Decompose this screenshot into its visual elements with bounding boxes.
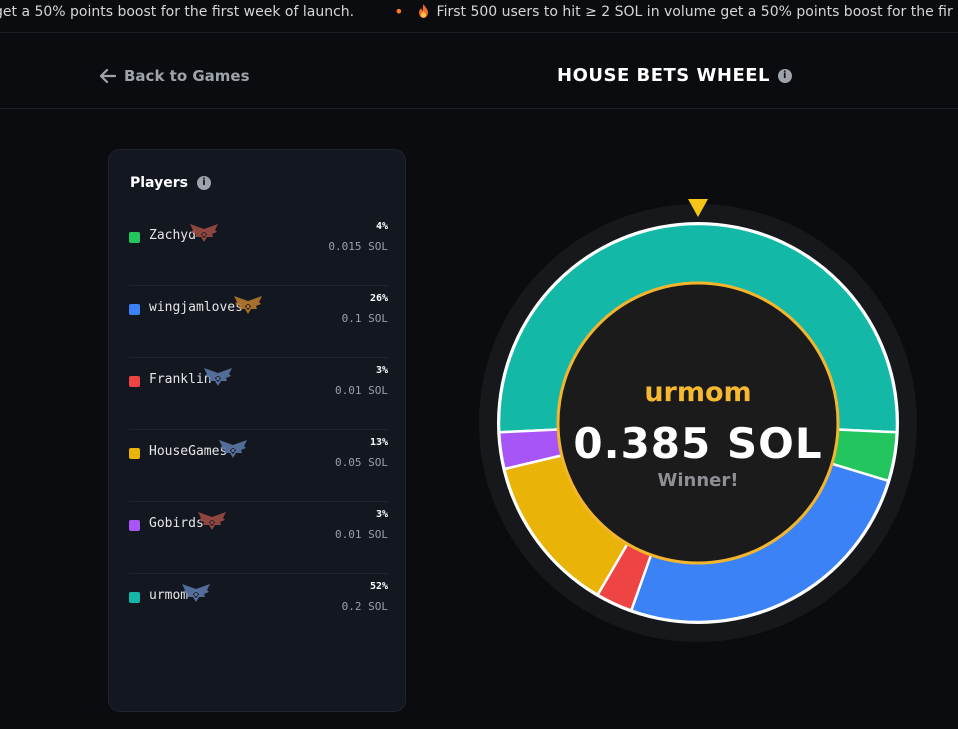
bullet-icon: • [394, 2, 404, 21]
player-bet-amount: 0.01 SOL [335, 528, 388, 541]
player-row: wingjamloves 26% 0.1 SOL [129, 286, 388, 358]
info-icon[interactable]: i [778, 68, 793, 83]
player-name[interactable]: Franklin [149, 372, 212, 387]
player-win-chance: 52% [369, 581, 388, 592]
player-bet-amount: 0.2 SOL [341, 600, 388, 613]
player-color-swatch [129, 520, 140, 531]
ticker-item: get a 50% points boost for the first wee… [0, 4, 355, 20]
player-bet-amount: 0.05 SOL [335, 456, 388, 469]
player-row: Zachyd 4% 0.015 SOL [129, 214, 388, 286]
back-to-games-link[interactable]: Back to Games [100, 67, 250, 85]
player-win-chance: 13% [369, 437, 388, 448]
arrow-left-icon [100, 69, 116, 83]
player-name[interactable]: Gobirds [149, 516, 204, 531]
silver-wings-rank-icon [182, 584, 210, 602]
player-name[interactable]: Zachyd [149, 228, 196, 243]
player-bet-amount: 0.01 SOL [335, 384, 388, 397]
player-color-swatch [129, 232, 140, 243]
wheel-graphic [479, 199, 917, 642]
player-name[interactable]: wingjamloves [149, 300, 243, 315]
info-icon[interactable]: i [196, 176, 211, 190]
page-header: Back to Games HOUSE BETS WHEEL i [0, 33, 958, 109]
player-name[interactable]: HouseGames [149, 444, 228, 459]
bronze-wings-rank-icon [190, 224, 218, 242]
ticker-item: First 500 users to hit ≥ 2 SOL in volume… [436, 4, 953, 20]
player-win-chance: 3% [375, 509, 388, 520]
winner-name: urmom [644, 377, 752, 408]
player-name[interactable]: urmom [149, 588, 189, 603]
fire-icon [418, 0, 429, 24]
back-link-label: Back to Games [124, 67, 250, 85]
pot-amount: 0.385 SOL [573, 419, 823, 468]
player-color-swatch [129, 304, 140, 315]
page-title: HOUSE BETS WHEEL i [557, 65, 793, 86]
player-win-chance: 3% [375, 365, 388, 376]
wheel-center [556, 281, 840, 565]
player-row: HouseGames 13% 0.05 SOL [129, 430, 388, 502]
player-bet-amount: 0.015 SOL [328, 240, 388, 253]
players-title-text: Players [130, 175, 188, 191]
gold-wings-rank-icon [234, 296, 262, 314]
silver-wings-rank-icon [219, 440, 247, 458]
player-win-chance: 26% [369, 293, 388, 304]
player-color-swatch [129, 376, 140, 387]
player-list: Zachyd 4% 0.015 SOL wingjamloves 26% 0.1 SOL F… [129, 214, 388, 646]
winner-label: Winner! [657, 470, 739, 491]
bronze-wings-rank-icon [198, 512, 226, 530]
player-row: Franklin 3% 0.01 SOL [129, 358, 388, 430]
wheel-pointer-icon [688, 199, 708, 217]
player-row: urmom 52% 0.2 SOL [129, 574, 388, 646]
player-color-swatch [129, 592, 140, 603]
house-bets-wheel: urmom 0.385 SOL Winner! [478, 196, 918, 666]
player-win-chance: 4% [375, 221, 388, 232]
players-panel: Players i Zachyd 4% 0.015 SOL wingjamloves 2… [108, 149, 406, 712]
player-color-swatch [129, 448, 140, 459]
page-title-text: HOUSE BETS WHEEL [557, 65, 771, 86]
player-bet-amount: 0.1 SOL [341, 312, 388, 325]
player-row: Gobirds 3% 0.01 SOL [129, 502, 388, 574]
announcement-ticker: get a 50% points boost for the first wee… [0, 0, 958, 33]
players-panel-title: Players i [130, 175, 211, 191]
silver-wings-rank-icon [204, 368, 232, 386]
